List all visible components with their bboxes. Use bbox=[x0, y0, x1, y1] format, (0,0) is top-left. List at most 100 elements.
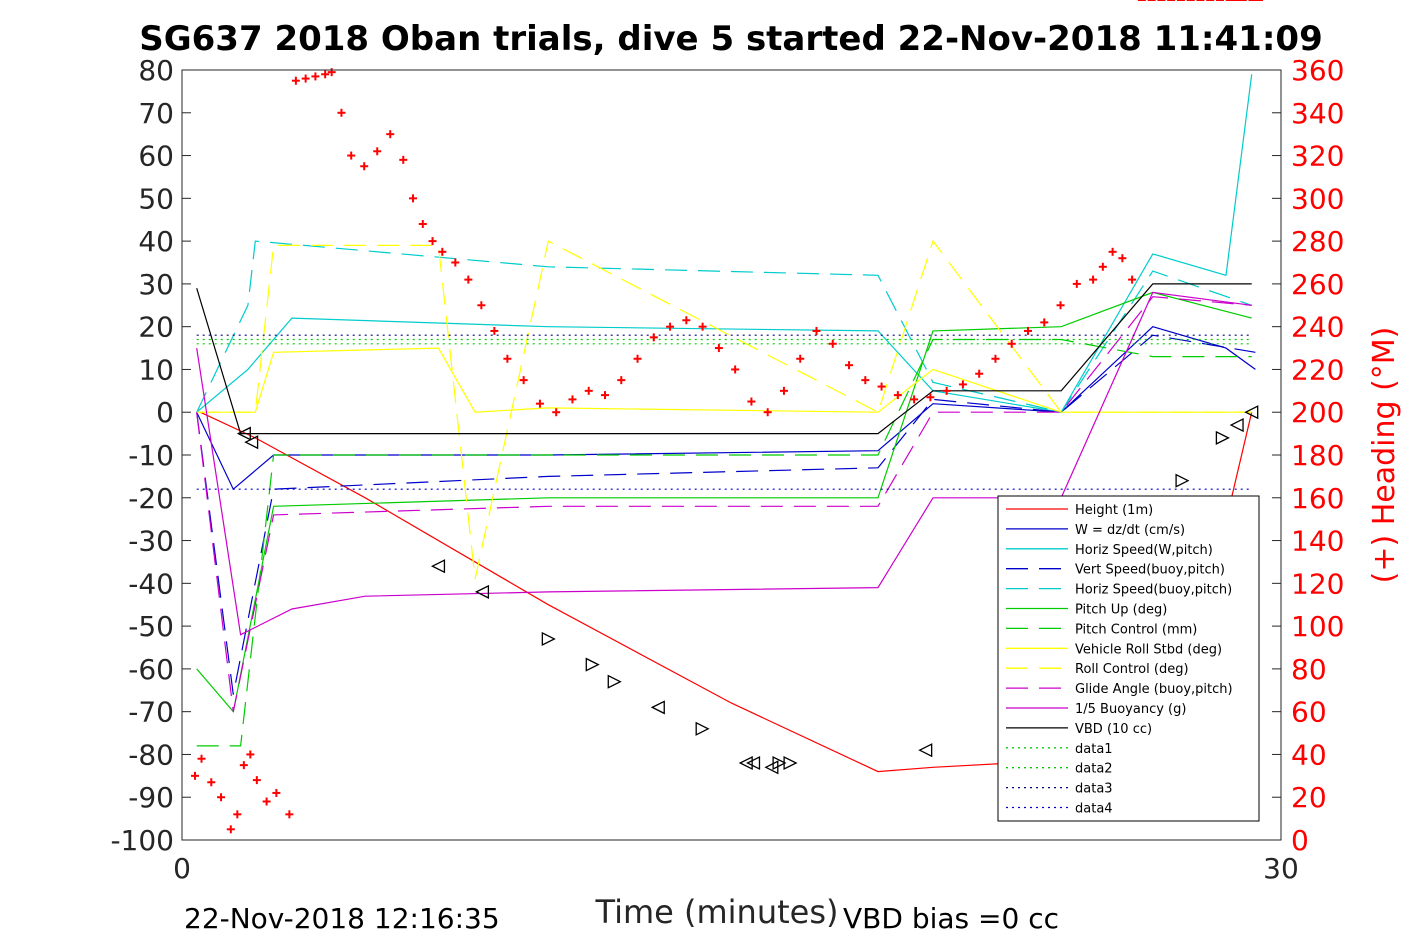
heading-point bbox=[477, 301, 486, 310]
height-marker bbox=[236, 426, 251, 441]
heading-point bbox=[386, 130, 395, 139]
heading-point bbox=[262, 797, 271, 806]
heading-point bbox=[438, 247, 447, 256]
left-tick-label: 0 bbox=[156, 396, 174, 429]
heading-point bbox=[191, 771, 200, 780]
x-tick-label: 0 bbox=[173, 852, 191, 885]
right-tick-label: 0 bbox=[1291, 824, 1309, 857]
legend: Height (1m) W = dz/dt (cm/s) Horiz Speed(W… bbox=[997, 495, 1260, 822]
heading-point bbox=[285, 810, 294, 819]
heading-point bbox=[828, 339, 837, 348]
height-marker bbox=[918, 743, 933, 758]
heading-point bbox=[490, 326, 499, 335]
heading-point bbox=[272, 788, 281, 797]
height-marker bbox=[430, 559, 446, 574]
left-tick-label: 60 bbox=[138, 140, 174, 173]
series-line-7 bbox=[196, 347, 1252, 413]
heading-point bbox=[418, 220, 427, 228]
left-tick-label: 20 bbox=[138, 311, 174, 344]
left-tick-label: 40 bbox=[138, 225, 174, 258]
left-tick-label: -80 bbox=[128, 738, 174, 771]
height-marker bbox=[1244, 405, 1259, 420]
height-marker bbox=[650, 700, 665, 715]
height-marker bbox=[1215, 430, 1230, 445]
footer-timestamp: 22-Nov-2018 12:16:35 bbox=[184, 902, 500, 935]
legend-label: 1/5 Buoyancy (g) bbox=[1075, 702, 1186, 717]
heading-point bbox=[1023, 326, 1032, 335]
heading-point bbox=[568, 395, 577, 404]
height-marker bbox=[585, 657, 600, 672]
heading-point bbox=[812, 326, 821, 335]
series-line-8 bbox=[196, 239, 1252, 580]
series-line-4 bbox=[196, 240, 1252, 413]
heading-point bbox=[731, 365, 740, 374]
left-tick-label: 50 bbox=[138, 182, 174, 215]
heading-point bbox=[926, 393, 935, 402]
series-line-6 bbox=[196, 338, 1252, 747]
legend-label: Roll Control (deg) bbox=[1075, 662, 1189, 677]
heading-point bbox=[1056, 301, 1065, 310]
heading-point bbox=[877, 382, 886, 391]
legend-label: Pitch Up (deg) bbox=[1075, 603, 1167, 618]
right-tick-label: 260 bbox=[1291, 268, 1344, 301]
heading-point bbox=[246, 750, 255, 759]
heading-point bbox=[451, 258, 460, 267]
heading-point bbox=[975, 369, 984, 378]
right-tick-label: 100 bbox=[1291, 610, 1344, 643]
heading-point bbox=[649, 333, 658, 342]
heading-point bbox=[321, 70, 330, 79]
height-marker bbox=[541, 631, 556, 646]
heading-point bbox=[464, 275, 473, 284]
heading-point bbox=[1007, 339, 1016, 348]
legend-label: Height (1m) bbox=[1075, 503, 1153, 518]
heading-point bbox=[291, 76, 300, 85]
left-tick-label: 70 bbox=[138, 97, 174, 130]
heading-point bbox=[1072, 279, 1081, 288]
heading-point bbox=[1098, 262, 1107, 271]
heading-layer bbox=[191, 0, 1264, 834]
left-y-axis: 80 70 60 50 40 30 20 10 0 -10 -20 -30 -40 -50 -60 -70 -8… bbox=[110, 54, 191, 857]
right-y-axis: 3603403203002802602402202001801601401201… bbox=[1272, 54, 1344, 857]
right-tick-label: 140 bbox=[1291, 525, 1344, 558]
heading-point bbox=[796, 354, 805, 363]
footer-vbd-bias: VBD bias =0 cc bbox=[843, 902, 1059, 935]
right-tick-label: 160 bbox=[1291, 482, 1344, 515]
right-tick-label: 340 bbox=[1291, 97, 1344, 130]
heading-point bbox=[552, 408, 561, 417]
left-tick-label: -10 bbox=[128, 439, 174, 472]
heading-point bbox=[252, 776, 261, 785]
height-marker bbox=[772, 755, 787, 771]
left-tick-label: -50 bbox=[128, 610, 174, 643]
heading-point bbox=[714, 344, 723, 353]
legend-label: Horiz Speed(W,pitch) bbox=[1075, 543, 1213, 558]
right-tick-label: 180 bbox=[1291, 439, 1344, 472]
heading-point bbox=[239, 761, 248, 770]
right-tick-label: 200 bbox=[1291, 396, 1344, 429]
heading-point bbox=[399, 155, 408, 164]
height-marker bbox=[746, 755, 761, 771]
height-marker bbox=[783, 755, 798, 771]
legend-label: Vert Speed(buoy,pitch) bbox=[1075, 563, 1225, 578]
legend-label: Horiz Speed(buoy,pitch) bbox=[1075, 583, 1232, 598]
height-marker bbox=[738, 755, 753, 771]
heading-point bbox=[1108, 247, 1117, 256]
heading-point bbox=[233, 810, 242, 819]
heading-point bbox=[327, 68, 336, 77]
heading-point bbox=[617, 376, 626, 385]
left-tick-label: -90 bbox=[128, 781, 174, 814]
heading-point bbox=[942, 386, 951, 395]
series-line-11 bbox=[196, 283, 1252, 435]
heading-point bbox=[779, 386, 788, 395]
heading-point bbox=[207, 778, 216, 787]
right-tick-label: 80 bbox=[1291, 653, 1327, 686]
heading-point bbox=[682, 316, 691, 325]
x-axis-label: Time (minutes) bbox=[595, 893, 839, 931]
height-marker bbox=[1229, 418, 1244, 433]
left-tick-label: -20 bbox=[128, 482, 174, 515]
left-tick-label: 30 bbox=[138, 268, 174, 301]
right-tick-label: 280 bbox=[1291, 225, 1344, 258]
left-tick-label: -70 bbox=[128, 696, 174, 729]
chart-title: SG637 2018 Oban trials, dive 5 started 2… bbox=[139, 19, 1323, 59]
heading-point bbox=[428, 237, 437, 246]
